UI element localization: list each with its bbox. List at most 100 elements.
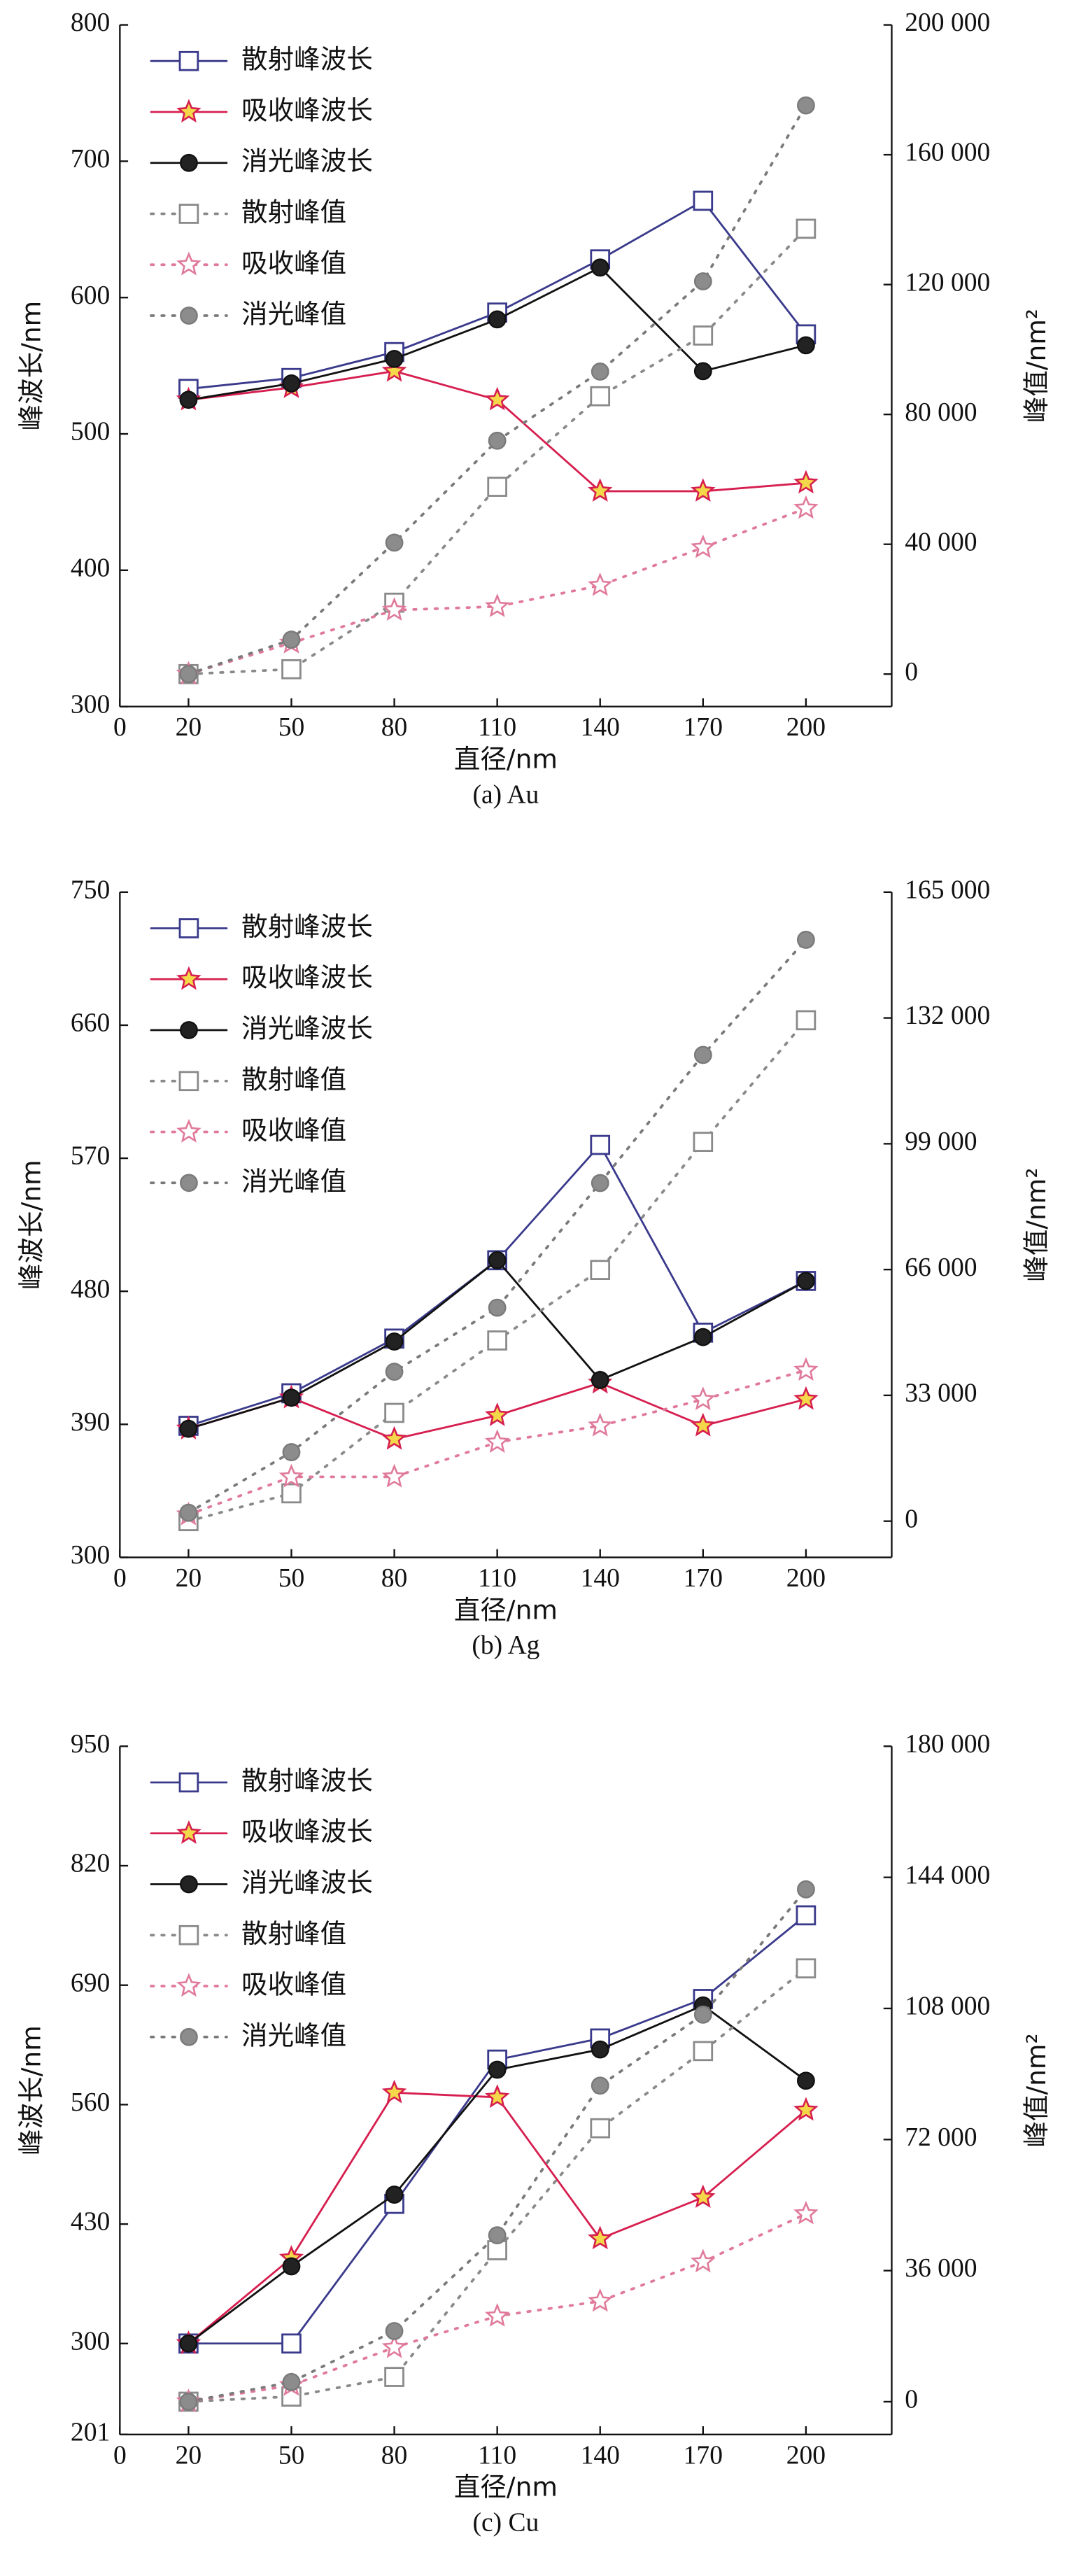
marker-square <box>487 1330 507 1351</box>
marker-circle <box>693 2005 712 2024</box>
x-tick-label: 110 <box>478 2441 516 2470</box>
marker-star <box>793 1386 819 1410</box>
series-line <box>187 1887 807 2403</box>
x-axis-label: 直径/nm <box>454 2472 558 2503</box>
chart-caption: (b) Ag <box>472 1631 539 1660</box>
marker-star <box>793 470 819 494</box>
y2-tick-label: 66 000 <box>905 1253 977 1282</box>
marker-circle <box>591 363 609 381</box>
y-tick-label: 400 <box>71 554 110 582</box>
marker-star <box>381 2079 407 2104</box>
series-line <box>188 199 807 390</box>
legend-label: 吸收峰波长 <box>241 962 373 993</box>
marker-circle <box>591 258 609 277</box>
legend-marker <box>178 918 199 938</box>
x-tick-label: 110 <box>478 1564 516 1593</box>
marker-star <box>793 2097 819 2121</box>
marker-circle <box>385 1363 404 1381</box>
y2-tick-label: 144 000 <box>905 1861 990 1889</box>
y2-tick-label: 72 000 <box>905 2123 977 2152</box>
y2-tick-label: 165 000 <box>905 875 990 904</box>
x-tick-label: 50 <box>278 2441 305 2470</box>
legend-label: 消光峰值 <box>241 1166 346 1197</box>
y-tick-label: 950 <box>71 1730 110 1759</box>
marker-star <box>691 1386 716 1411</box>
x-tick-label: 140 <box>581 713 620 742</box>
y2-tick-label: 108 000 <box>905 1992 990 2021</box>
x-tick-label: 170 <box>684 1564 723 1593</box>
legend-marker <box>180 1021 198 1039</box>
marker-star <box>381 1426 407 1450</box>
marker-circle <box>385 349 404 368</box>
x-tick-label: 200 <box>786 1564 826 1593</box>
chart-caption: (c) Cu <box>472 2508 539 2537</box>
marker-star <box>588 478 613 502</box>
legend-marker <box>180 307 198 325</box>
marker-circle <box>591 1371 609 1389</box>
marker-circle <box>796 96 815 115</box>
marker-circle <box>179 1503 198 1522</box>
y2-axis-label: 峰值/nm² <box>1021 2033 1052 2147</box>
legend-label: 散射峰值 <box>241 197 346 227</box>
x-axis-label: 直径/nm <box>454 1594 558 1625</box>
y-tick-label: 300 <box>71 1541 110 1570</box>
marker-star <box>381 2334 407 2358</box>
marker-circle <box>282 374 301 393</box>
marker-square <box>281 659 302 680</box>
marker-square <box>796 1905 817 1926</box>
marker-circle <box>282 2257 301 2276</box>
legend-marker <box>176 1118 202 1143</box>
y-axis-label: 峰波长/nm <box>15 301 46 431</box>
legend-label: 吸收峰波长 <box>241 94 373 125</box>
x-axis-label: 直径/nm <box>454 744 558 775</box>
marker-circle <box>179 2393 198 2411</box>
series-line <box>187 507 807 676</box>
y2-tick-label: 80 000 <box>905 398 977 427</box>
marker-square <box>693 325 714 346</box>
legend-label: 消光峰波长 <box>241 1013 373 1044</box>
marker-star <box>381 358 407 382</box>
x-tick-label: 80 <box>381 1564 408 1593</box>
marker-square <box>384 1402 404 1423</box>
marker-circle <box>282 1443 301 1461</box>
marker-square <box>384 2367 404 2387</box>
y2-tick-label: 132 000 <box>905 1001 990 1030</box>
x-tick-label: 0 <box>113 2441 127 2470</box>
chart-caption: (a) Au <box>472 780 539 809</box>
marker-square <box>281 1483 302 1504</box>
y-tick-label: 480 <box>71 1275 110 1304</box>
legend-label: 吸收峰值 <box>241 1115 346 1146</box>
legend-label: 吸收峰值 <box>241 248 346 279</box>
marker-circle <box>385 2186 404 2204</box>
marker-circle <box>591 1174 609 1192</box>
x-tick-label: 80 <box>381 713 408 742</box>
legend-label: 散射峰值 <box>241 1918 346 1949</box>
y2-axis-label: 峰值/nm² <box>1021 309 1052 423</box>
marker-star <box>484 1429 510 1454</box>
y2-tick-label: 0 <box>905 1505 918 1533</box>
y-tick-label: 201 <box>71 2418 110 2447</box>
legend-marker <box>178 1772 199 1793</box>
x-tick-label: 140 <box>581 2441 620 2470</box>
x-tick-label: 140 <box>581 1564 620 1593</box>
legend-marker <box>180 153 198 172</box>
x-tick-label: 50 <box>278 1564 305 1593</box>
y-tick-label: 430 <box>71 2208 110 2237</box>
y-tick-label: 600 <box>71 281 110 310</box>
y2-tick-label: 40 000 <box>905 528 977 556</box>
legend-marker <box>176 251 202 276</box>
legend-marker <box>176 1973 202 1997</box>
marker-circle <box>385 1332 404 1351</box>
legend-marker <box>178 1924 199 1945</box>
marker-star <box>588 2288 613 2312</box>
x-tick-label: 110 <box>478 713 516 742</box>
y-tick-label: 300 <box>71 2327 110 2356</box>
marker-star <box>484 2084 510 2109</box>
x-tick-label: 170 <box>684 713 723 742</box>
marker-circle <box>488 1298 507 1317</box>
y-tick-label: 500 <box>71 418 110 446</box>
marker-circle <box>591 2076 609 2095</box>
x-tick-label: 170 <box>684 2441 723 2470</box>
marker-square <box>796 1010 817 1031</box>
